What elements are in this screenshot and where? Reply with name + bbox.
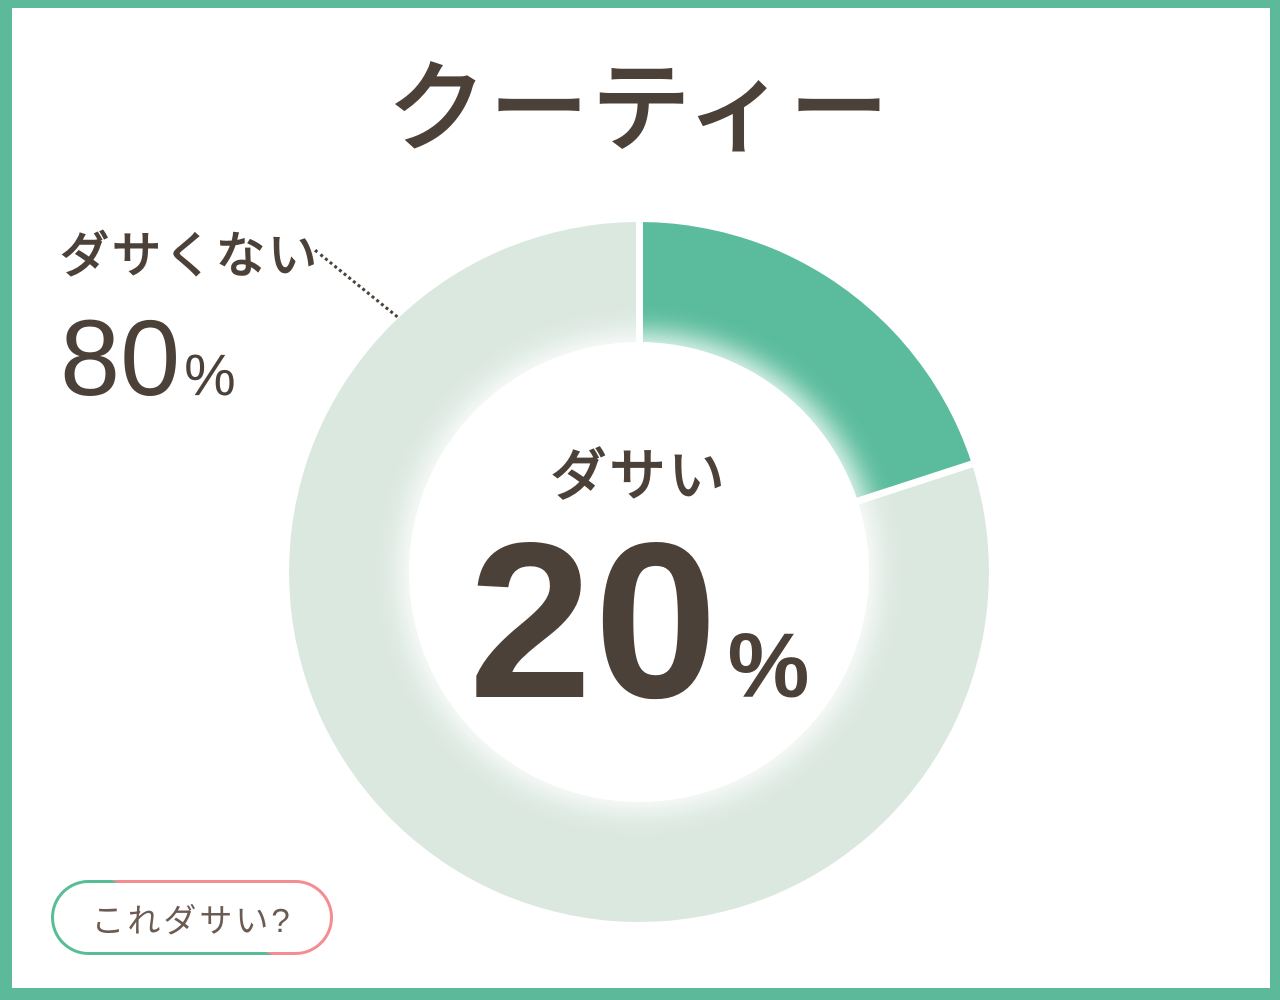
center-category-label: ダサい bbox=[550, 444, 728, 508]
callout-value-unit: % bbox=[184, 343, 236, 408]
center-value: 20 % bbox=[468, 497, 810, 746]
question-badge-inner: これダサい? bbox=[54, 883, 330, 952]
callout-value-number: 80 bbox=[60, 297, 181, 418]
question-badge: これダサい? bbox=[51, 880, 333, 955]
center-value-unit: % bbox=[727, 615, 810, 718]
question-badge-label: これダサい? bbox=[91, 901, 293, 939]
chart-title: クーティー bbox=[387, 53, 893, 163]
donut-center: ダサい 20 % bbox=[409, 342, 869, 802]
donut-chart: ダサい 20 % bbox=[289, 222, 989, 922]
callout-value: 80 % bbox=[60, 304, 236, 412]
center-value-number: 20 bbox=[468, 497, 720, 746]
callout-category-label: ダサくない bbox=[60, 229, 321, 283]
